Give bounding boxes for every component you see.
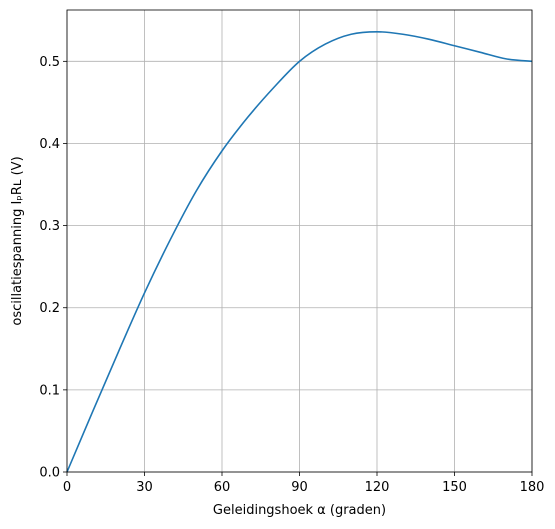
x-tick-label-0: 0 (63, 480, 71, 495)
x-tick-label-3: 90 (291, 480, 308, 495)
y-tick-label-1: 0.1 (39, 383, 60, 398)
x-tick-label-6: 180 (520, 480, 545, 495)
x-tick-label-4: 120 (365, 480, 390, 495)
y-axis-label: oscillatiespanning IₚRʟ (V) (10, 156, 25, 325)
y-tick-label-5: 0.5 (39, 55, 60, 70)
x-tick-label-2: 60 (214, 480, 231, 495)
y-tick-label-3: 0.3 (39, 219, 60, 234)
grid (66, 10, 533, 473)
y-tick-label-0: 0.0 (39, 466, 60, 481)
x-tick-label-5: 150 (442, 480, 467, 495)
series-line-0 (66, 30, 533, 473)
series-layer (66, 30, 533, 473)
ticks: 0 30 60 90 120 150 180 0.0 0.1 0.2 0.3 0.4 0.5 (39, 55, 544, 495)
x-axis-label: Geleidingshoek α (graden) (213, 503, 386, 518)
x-tick-label-1: 30 (136, 480, 153, 495)
y-tick-label-4: 0.4 (39, 137, 60, 152)
y-tick-label-2: 0.2 (39, 301, 60, 316)
